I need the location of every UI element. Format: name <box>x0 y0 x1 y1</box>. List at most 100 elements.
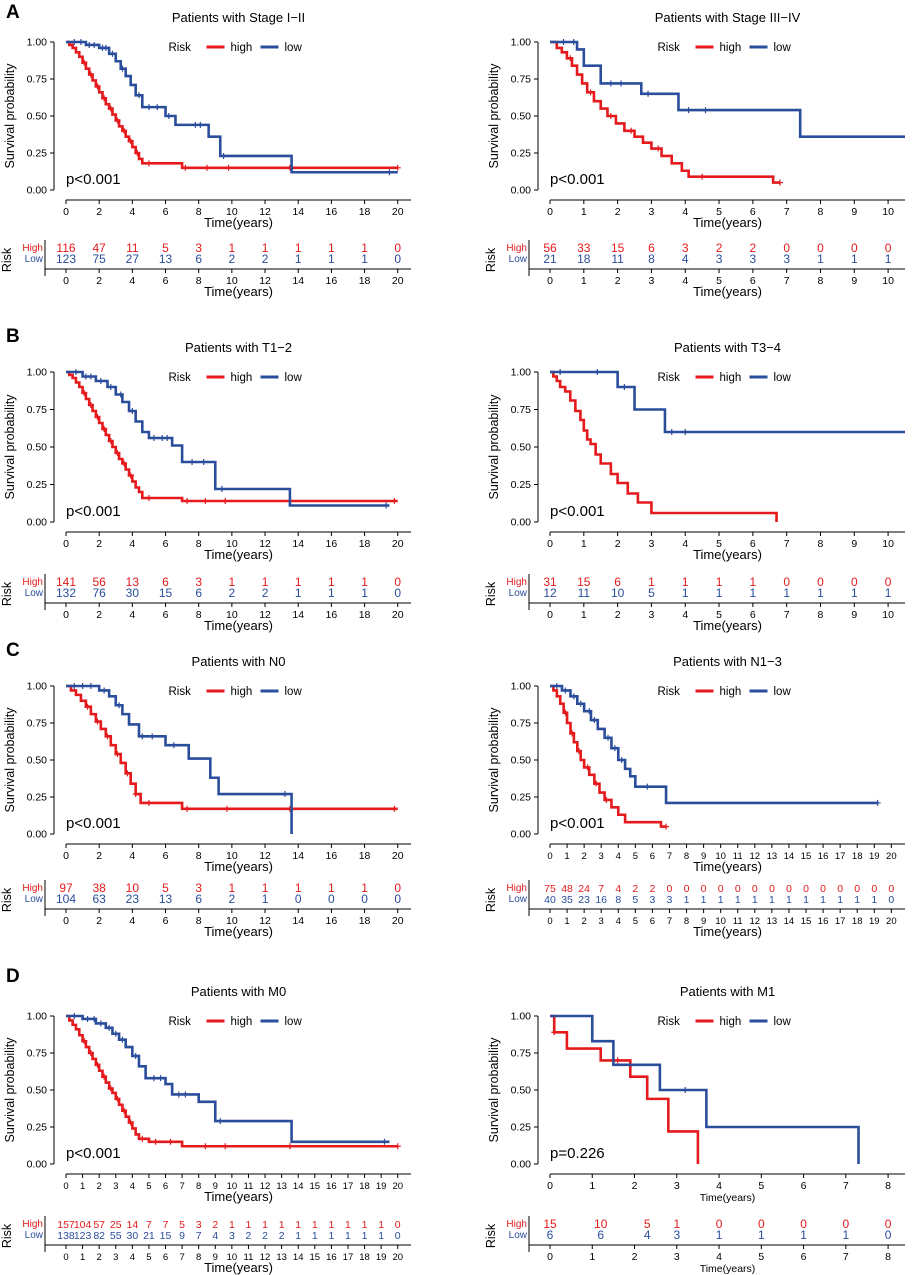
risk-count-low: 30 <box>126 586 140 600</box>
risk-count-high: 97 <box>59 881 73 895</box>
censor-mark-high <box>81 59 88 66</box>
km-curve-low <box>550 40 905 139</box>
y-tick-label: 1.00 <box>511 37 532 49</box>
risk-x-tick-label: 16 <box>326 1252 337 1263</box>
censor-mark-high <box>167 1138 174 1145</box>
risk-x-tick-label: 4 <box>130 1252 135 1263</box>
risk-count-low: 1 <box>783 586 790 600</box>
y-tick-label: 0.25 <box>511 479 532 491</box>
risk-count-low: 15 <box>160 1230 172 1242</box>
y-tick-label: 0.50 <box>27 755 48 767</box>
x-tick-label: 8 <box>196 850 202 862</box>
risk-count-high: 1 <box>673 1217 680 1231</box>
risk-count-low: 2 <box>229 586 236 600</box>
risk-x-tick-label: 4 <box>129 275 135 287</box>
risk-count-high: 75 <box>544 883 556 895</box>
risk-x-tick-label: 18 <box>852 916 863 927</box>
risk-count-high: 38 <box>92 881 106 895</box>
x-tick-label: 3 <box>674 1180 680 1192</box>
risk-count-low: 1 <box>378 1230 384 1242</box>
chart-title: Patients with N0 <box>192 654 286 669</box>
x-tick-label: 8 <box>196 206 202 218</box>
censor-mark-low <box>685 107 692 114</box>
y-tick-label: 1.00 <box>27 37 48 49</box>
risk-count-low: 2 <box>229 252 236 266</box>
y-axis-label: Survival probability <box>3 63 17 169</box>
risk-count-low: 2 <box>262 252 269 266</box>
km-curve-low <box>66 40 398 174</box>
risk-x-axis-label: Time(years) <box>204 1260 273 1275</box>
risk-count-low: 4 <box>212 1230 218 1242</box>
risk-x-tick-label: 0 <box>63 275 69 287</box>
risk-count-low: 6 <box>597 1228 604 1242</box>
x-tick-label: 0 <box>547 206 553 218</box>
x-tick-label: 9 <box>213 1181 218 1192</box>
risk-count-low: 1 <box>345 1230 351 1242</box>
risk-count-high: 1 <box>716 575 723 589</box>
legend-low-label: low <box>285 42 303 54</box>
risk-table-title: Risk <box>484 247 498 272</box>
km-curve-high <box>550 1014 700 1164</box>
x-tick-label: 6 <box>163 206 169 218</box>
risk-count-low: 6 <box>195 252 202 266</box>
risk-count-low: 0 <box>888 894 894 906</box>
risk-count-low: 13 <box>159 892 173 906</box>
censor-mark-low <box>682 1087 689 1093</box>
censor-mark-low <box>139 733 146 740</box>
censor-mark-high <box>584 764 591 771</box>
risk-x-tick-label: 9 <box>213 1252 218 1263</box>
risk-count-high: 1 <box>229 575 236 589</box>
risk-count-high: 0 <box>684 883 690 895</box>
risk-count-low: 40 <box>544 894 556 906</box>
risk-count-high: 1 <box>295 1219 301 1231</box>
km-curve-high <box>550 370 778 522</box>
risk-count-low: 3 <box>673 1228 680 1242</box>
p-value: p=0.226 <box>550 1145 605 1162</box>
risk-count-low: 0 <box>885 1228 892 1242</box>
legend-low-label: low <box>285 686 303 698</box>
censor-mark-high <box>114 117 121 124</box>
risk-count-high: 0 <box>735 883 741 895</box>
risk-row-label-low: Low <box>25 1230 44 1241</box>
x-tick-label: 18 <box>359 538 371 550</box>
risk-count-high: 157 <box>57 1219 75 1231</box>
censor-mark-low <box>135 92 142 99</box>
x-axis-label: Time(years) <box>204 859 273 874</box>
risk-x-tick-label: 4 <box>129 915 135 927</box>
risk-count-high: 3 <box>682 241 689 255</box>
risk-count-high: 1 <box>295 881 302 895</box>
risk-count-high: 1 <box>262 575 269 589</box>
y-tick-label: 0.00 <box>511 517 532 529</box>
x-tick-label: 0 <box>63 206 69 218</box>
risk-x-tick-label: 7 <box>179 1252 184 1263</box>
risk-count-low: 1 <box>295 1230 301 1242</box>
risk-count-low: 82 <box>93 1230 105 1242</box>
y-tick-label: 0.25 <box>27 1122 48 1134</box>
x-tick-label: 7 <box>179 1181 184 1192</box>
y-axis-label: Survival probability <box>487 63 501 169</box>
risk-x-tick-label: 14 <box>292 275 304 287</box>
risk-count-low: 1 <box>817 252 824 266</box>
risk-count-low: 1 <box>851 586 858 600</box>
risk-count-low: 1 <box>842 1228 849 1242</box>
x-tick-label: 14 <box>292 538 304 550</box>
censor-mark-high <box>222 498 229 504</box>
legend-high-label: high <box>720 1016 742 1028</box>
km-curve-low <box>550 1014 860 1164</box>
risk-count-high: 7 <box>146 1219 152 1231</box>
x-axis-label: Time(years) <box>204 1189 273 1204</box>
censor-mark-low <box>150 1075 157 1082</box>
risk-count-low: 1 <box>769 894 775 906</box>
risk-row-label-high: High <box>506 883 527 894</box>
risk-x-tick-label: 5 <box>758 1251 764 1263</box>
risk-count-low: 23 <box>578 894 590 906</box>
y-tick-label: 0.50 <box>511 755 532 767</box>
x-tick-label: 9 <box>851 206 857 218</box>
risk-x-tick-label: 5 <box>146 1252 151 1263</box>
risk-count-high: 1 <box>361 881 368 895</box>
risk-count-low: 30 <box>127 1230 139 1242</box>
censor-mark-high <box>139 1135 146 1142</box>
risk-x-tick-label: 16 <box>818 916 829 927</box>
censor-mark-high <box>222 1143 229 1150</box>
x-tick-label: 0 <box>63 538 69 550</box>
